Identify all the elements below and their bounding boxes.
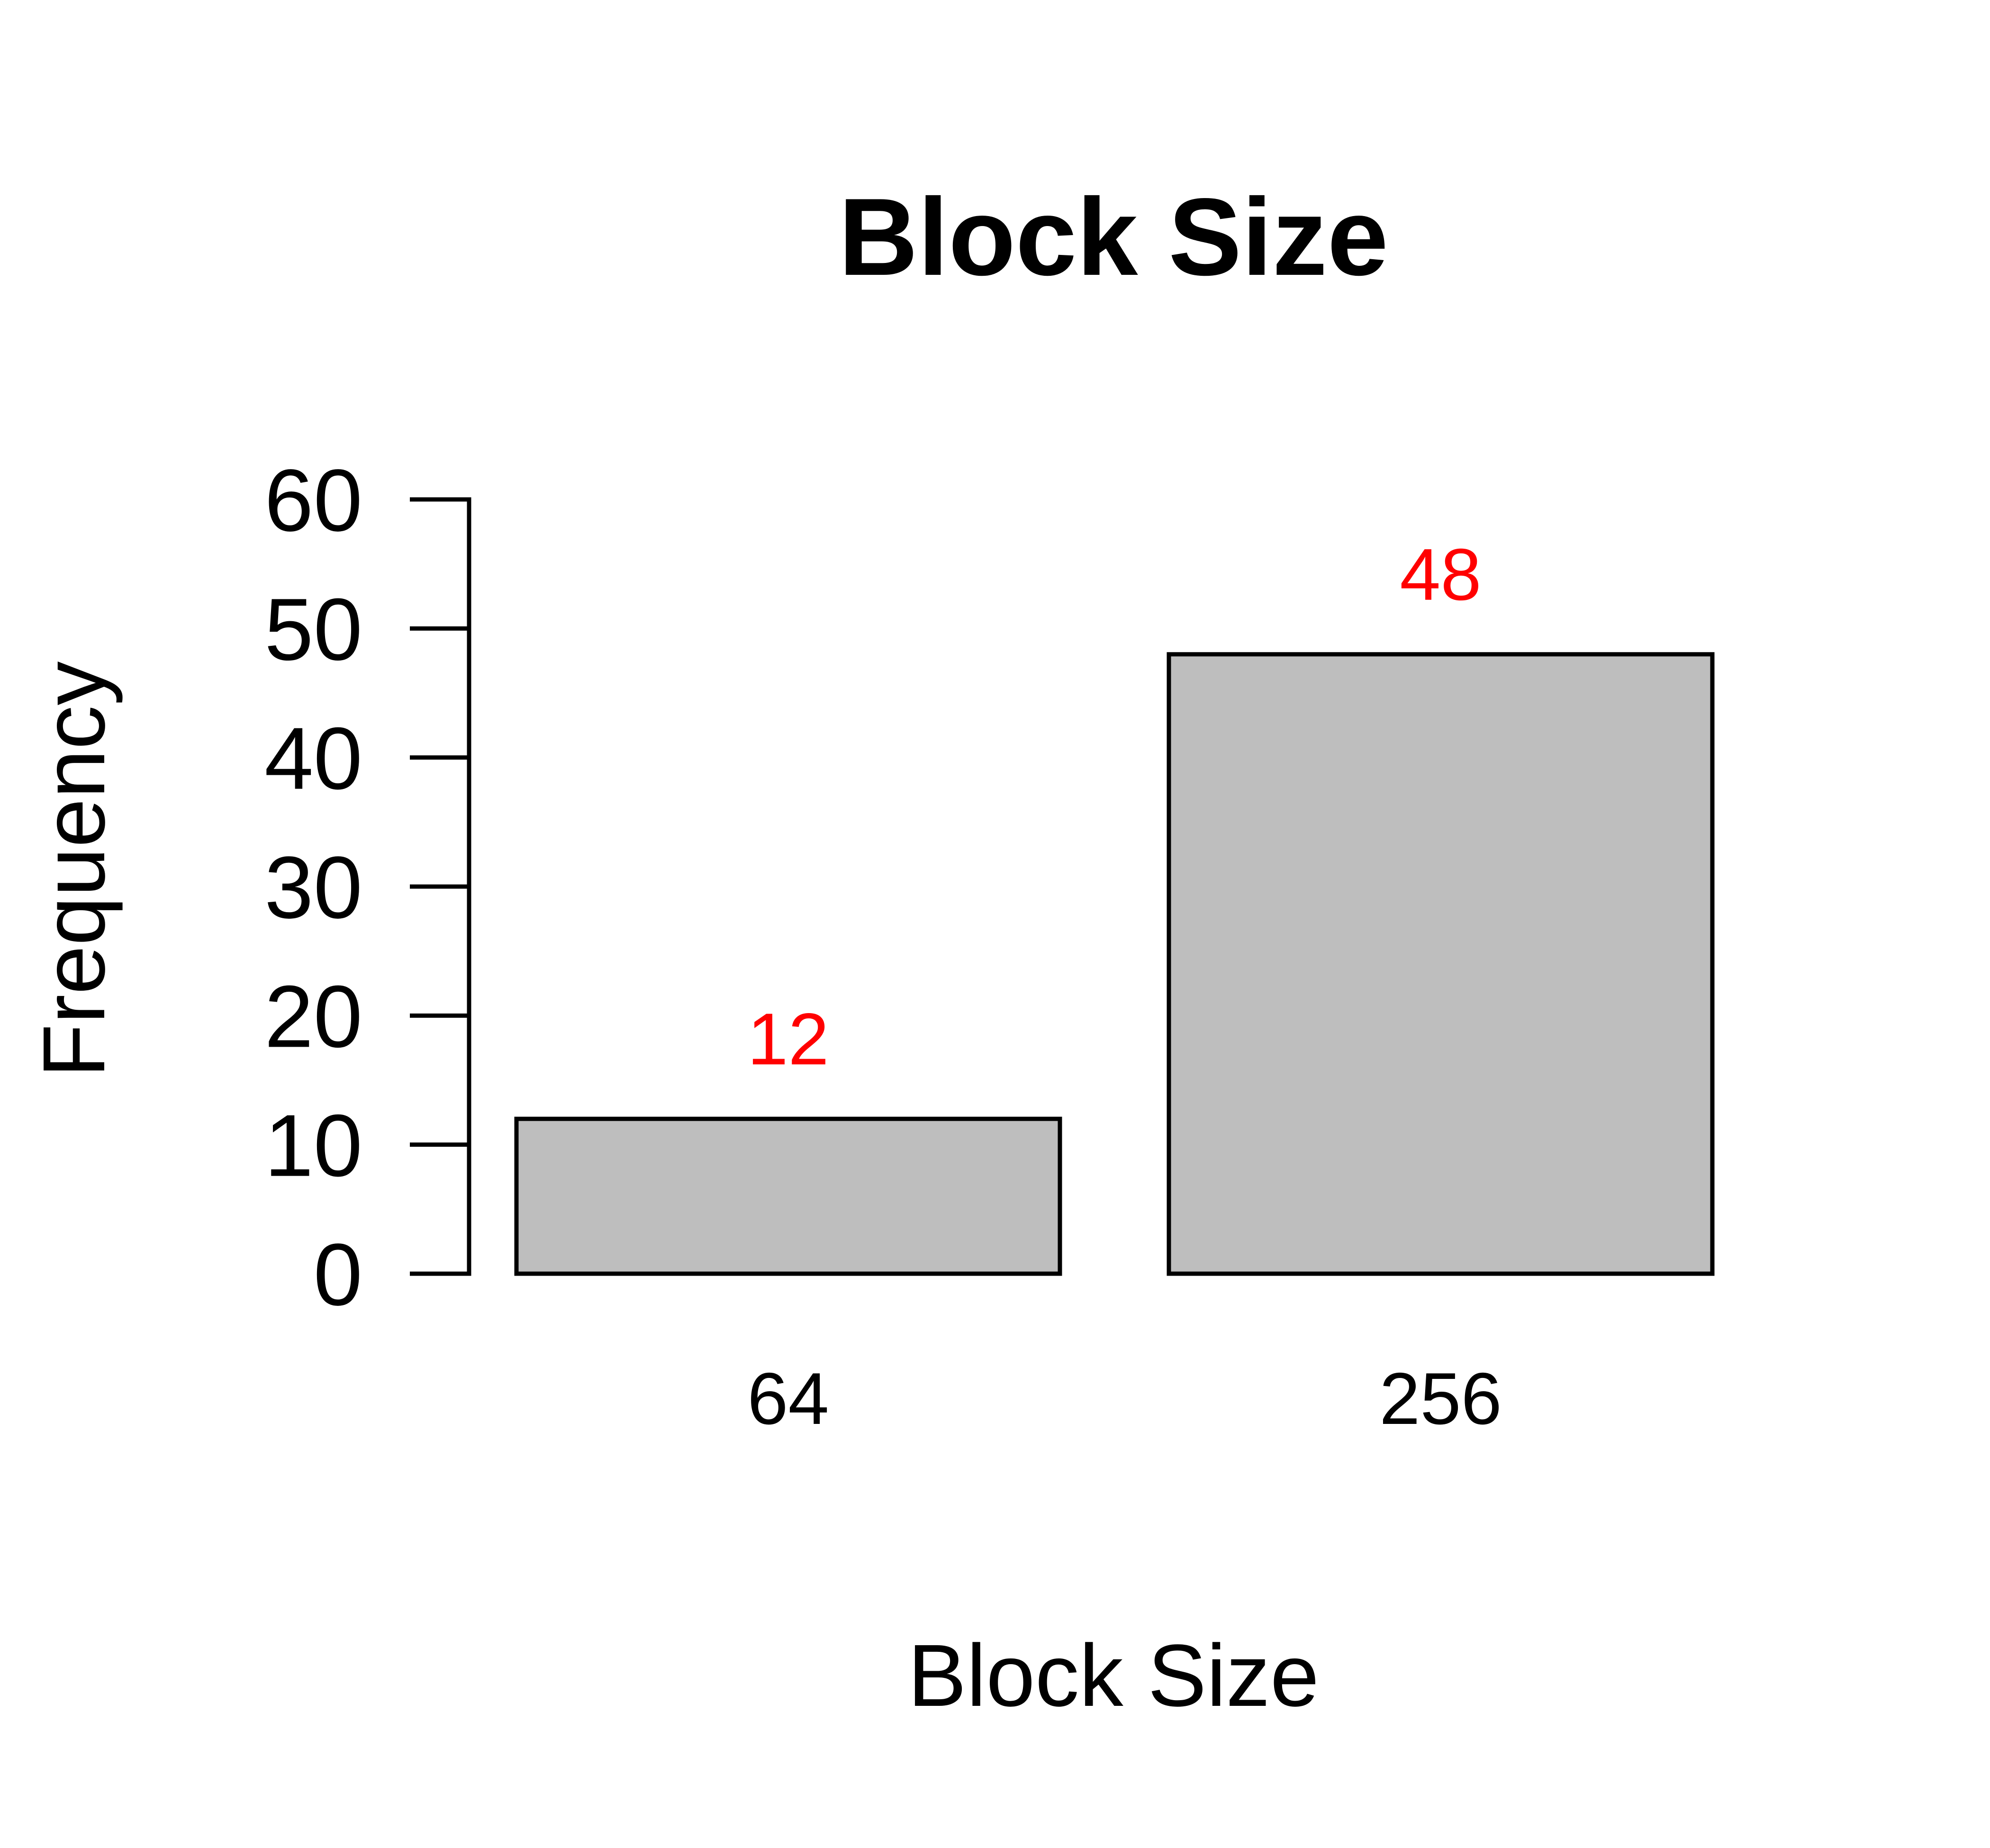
y-tick-label: 20 [264, 968, 362, 1066]
y-tick-label: 60 [264, 452, 362, 550]
y-tick-label: 30 [264, 839, 362, 937]
y-axis: 0 10 20 30 40 50 60 [264, 452, 471, 1324]
x-tick-label: 256 [1379, 1358, 1502, 1440]
y-tick-label: 40 [264, 710, 362, 808]
y-tick-label: 50 [264, 580, 362, 679]
data-labels: 12 48 [747, 534, 1481, 1080]
data-label: 48 [1400, 534, 1481, 616]
y-axis-label: Frequency [25, 661, 123, 1078]
bars [514, 652, 1715, 1276]
data-label: 12 [747, 998, 829, 1080]
y-tick-label: 10 [264, 1097, 362, 1195]
y-tick-label: 0 [314, 1226, 362, 1324]
x-tick-label: 64 [747, 1358, 829, 1440]
chart-title: Block Size [839, 176, 1388, 299]
bar-64 [514, 1116, 1062, 1276]
category-labels: 64 256 [747, 1358, 1502, 1440]
bar-256 [1167, 652, 1715, 1276]
x-axis-label: Block Size [908, 1627, 1319, 1725]
